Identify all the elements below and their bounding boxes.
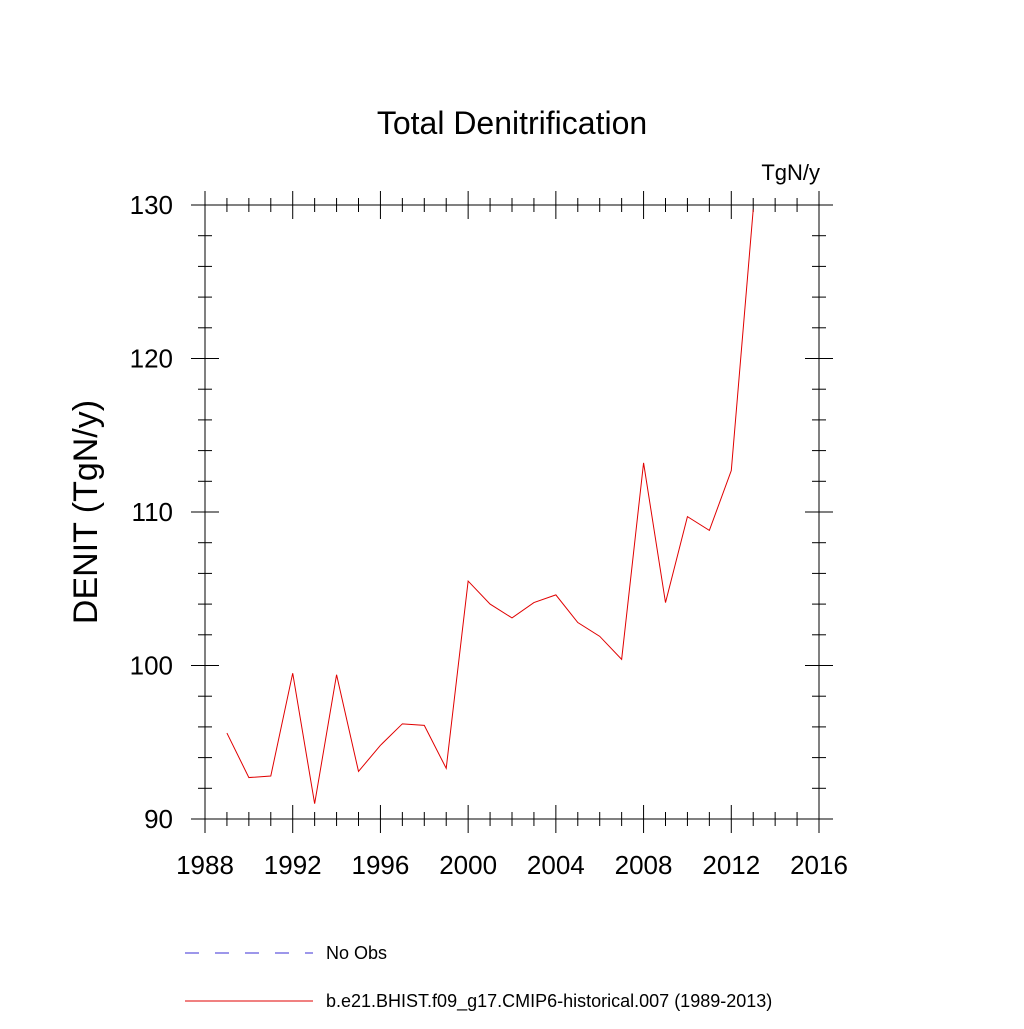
legend-label-no-obs: No Obs [326,943,387,963]
axis-tick-labels: 1988 1992 1996 2000 2004 2008 2012 2016 90 100 110… [130,190,848,880]
x-tick-label: 2012 [702,850,760,880]
x-tick-label: 2000 [439,850,497,880]
x-tick-label: 1996 [352,850,410,880]
y-tick-label: 130 [130,190,173,220]
y-tick-label: 120 [130,344,173,374]
chart-title: Total Denitrification [377,105,647,141]
units-label: TgN/y [761,160,820,185]
axis-ticks [191,191,833,833]
series-layer [226,209,754,804]
y-tick-label: 100 [130,651,173,681]
x-tick-label: 1988 [176,850,234,880]
y-axis-label: DENIT (TgN/y) [67,400,105,624]
legend: No Obs b.e21.BHIST.f09_g17.CMIP6-histori… [185,943,772,1012]
plot-frame [204,204,820,820]
series-line-historical [226,209,754,804]
x-tick-label: 1992 [264,850,322,880]
y-tick-label: 90 [144,804,173,834]
x-tick-label: 2004 [527,850,585,880]
y-tick-label: 110 [132,497,173,527]
legend-label-historical: b.e21.BHIST.f09_g17.CMIP6-historical.007… [326,991,772,1012]
x-tick-label: 2016 [790,850,848,880]
x-tick-label: 2008 [615,850,673,880]
